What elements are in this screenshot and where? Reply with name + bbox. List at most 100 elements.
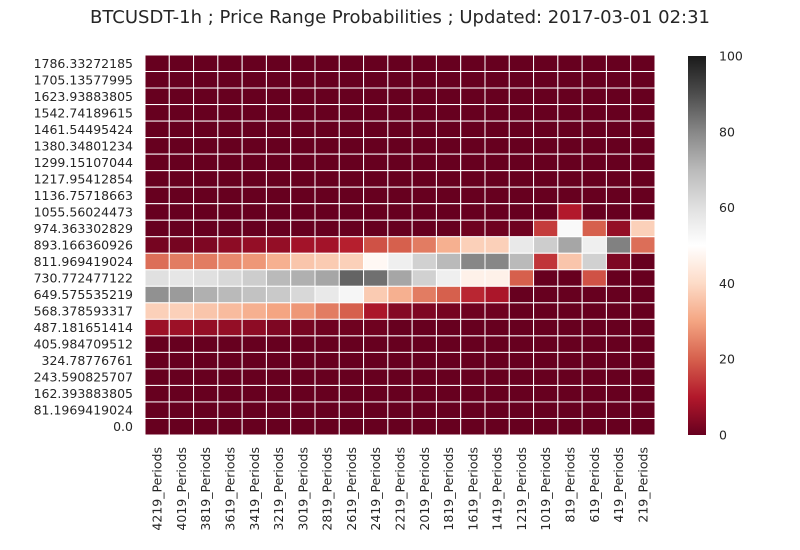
heatmap-cell: [241, 71, 267, 89]
heatmap-cell: [411, 285, 437, 304]
heatmap-cell: [193, 417, 219, 436]
heatmap-cell: [168, 302, 195, 320]
heatmap-cell: [435, 269, 462, 287]
heatmap-cell: [557, 285, 583, 304]
heatmap-cell: [435, 104, 462, 122]
heatmap-cell: [290, 120, 316, 139]
heatmap-cell: [460, 368, 486, 386]
heatmap-cell: [557, 252, 583, 271]
heatmap-cell: [411, 351, 437, 370]
heatmap-cell: [144, 401, 170, 419]
heatmap-cell: [241, 170, 267, 188]
heatmap-cell: [387, 236, 413, 254]
heatmap-cell: [435, 236, 462, 254]
y-tick-label: 649.575535219: [34, 287, 133, 302]
heatmap-cell: [484, 104, 510, 122]
x-tick-label: 3819_Periods: [198, 447, 213, 531]
heatmap-cell: [484, 302, 510, 320]
heatmap-cell: [484, 335, 510, 353]
heatmap-cell: [435, 186, 462, 205]
heatmap-cell: [484, 71, 510, 89]
y-tick-label: 1461.54495424: [34, 122, 133, 137]
heatmap-cell: [217, 87, 243, 106]
heatmap-cell: [314, 54, 340, 73]
heatmap-cell: [314, 186, 340, 205]
heatmap-cell: [484, 170, 510, 188]
heatmap-cell: [217, 104, 243, 122]
heatmap-cell: [290, 384, 316, 403]
heatmap-cell: [241, 368, 267, 386]
heatmap-cell: [144, 153, 170, 172]
heatmap-cell: [605, 335, 632, 353]
heatmap-cell: [193, 302, 219, 320]
heatmap-cell: [363, 285, 389, 304]
heatmap-cell: [581, 285, 607, 304]
heatmap-cell: [411, 384, 437, 403]
colorbar-tick-label: 0: [719, 428, 727, 443]
heatmap-cell: [460, 153, 486, 172]
heatmap-cell: [533, 104, 559, 122]
heatmap-cell: [508, 401, 535, 419]
heatmap-cell: [241, 401, 267, 419]
heatmap-cell: [411, 104, 437, 122]
heatmap-cell: [460, 120, 486, 139]
heatmap-cell: [241, 351, 267, 370]
heatmap-cell: [581, 120, 607, 139]
heatmap-cell: [338, 417, 365, 436]
heatmap-cell: [387, 335, 413, 353]
heatmap-cell: [605, 351, 632, 370]
heatmap-cell: [193, 368, 219, 386]
heatmap-cell: [241, 417, 267, 436]
heatmap-cell: [460, 318, 486, 337]
heatmap-cell: [241, 137, 267, 155]
y-tick-label: 405.984709512: [34, 337, 133, 352]
heatmap-cell: [605, 120, 632, 139]
heatmap-cell: [144, 252, 170, 271]
heatmap-cell: [411, 368, 437, 386]
heatmap-cell: [338, 335, 365, 353]
heatmap-cell: [605, 54, 632, 73]
heatmap-cell: [581, 269, 607, 287]
heatmap-cell: [557, 120, 583, 139]
heatmap-cell: [581, 302, 607, 320]
heatmap-cell: [168, 186, 195, 205]
heatmap-cell: [508, 203, 535, 221]
heatmap-cell: [265, 236, 292, 254]
heatmap-cell: [265, 401, 292, 419]
heatmap-cell: [533, 170, 559, 188]
heatmap-cell: [581, 203, 607, 221]
heatmap-cell: [144, 335, 170, 353]
heatmap-cell: [387, 170, 413, 188]
heatmap-cell: [363, 417, 389, 436]
heatmap-cell: [508, 417, 535, 436]
heatmap-cell: [557, 104, 583, 122]
heatmap-cell: [533, 54, 559, 73]
heatmap-cell: [217, 153, 243, 172]
heatmap-cell: [363, 351, 389, 370]
heatmap-cell: [508, 368, 535, 386]
heatmap-cell: [193, 318, 219, 337]
heatmap-cell: [411, 318, 437, 337]
heatmap-cell: [435, 203, 462, 221]
heatmap-cell: [363, 120, 389, 139]
y-tick-label: 243.590825707: [34, 370, 133, 385]
heatmap-cell: [508, 252, 535, 271]
heatmap-cell: [314, 302, 340, 320]
heatmap-cell: [411, 401, 437, 419]
heatmap-cell: [314, 120, 340, 139]
heatmap-cell: [168, 170, 195, 188]
x-tick-label: 819_Periods: [563, 447, 578, 523]
heatmap-cell: [605, 318, 632, 337]
heatmap-cell: [193, 351, 219, 370]
heatmap-cell: [387, 384, 413, 403]
heatmap-cell: [241, 236, 267, 254]
x-tick-label: 1219_Periods: [514, 447, 529, 531]
heatmap-cell: [217, 236, 243, 254]
heatmap-cell: [338, 153, 365, 172]
heatmap-cell: [193, 153, 219, 172]
heatmap-cell: [533, 87, 559, 106]
heatmap-cell: [630, 104, 656, 122]
y-tick-label: 0.0: [113, 419, 133, 434]
heatmap-cell: [193, 269, 219, 287]
heatmap-cell: [508, 71, 535, 89]
